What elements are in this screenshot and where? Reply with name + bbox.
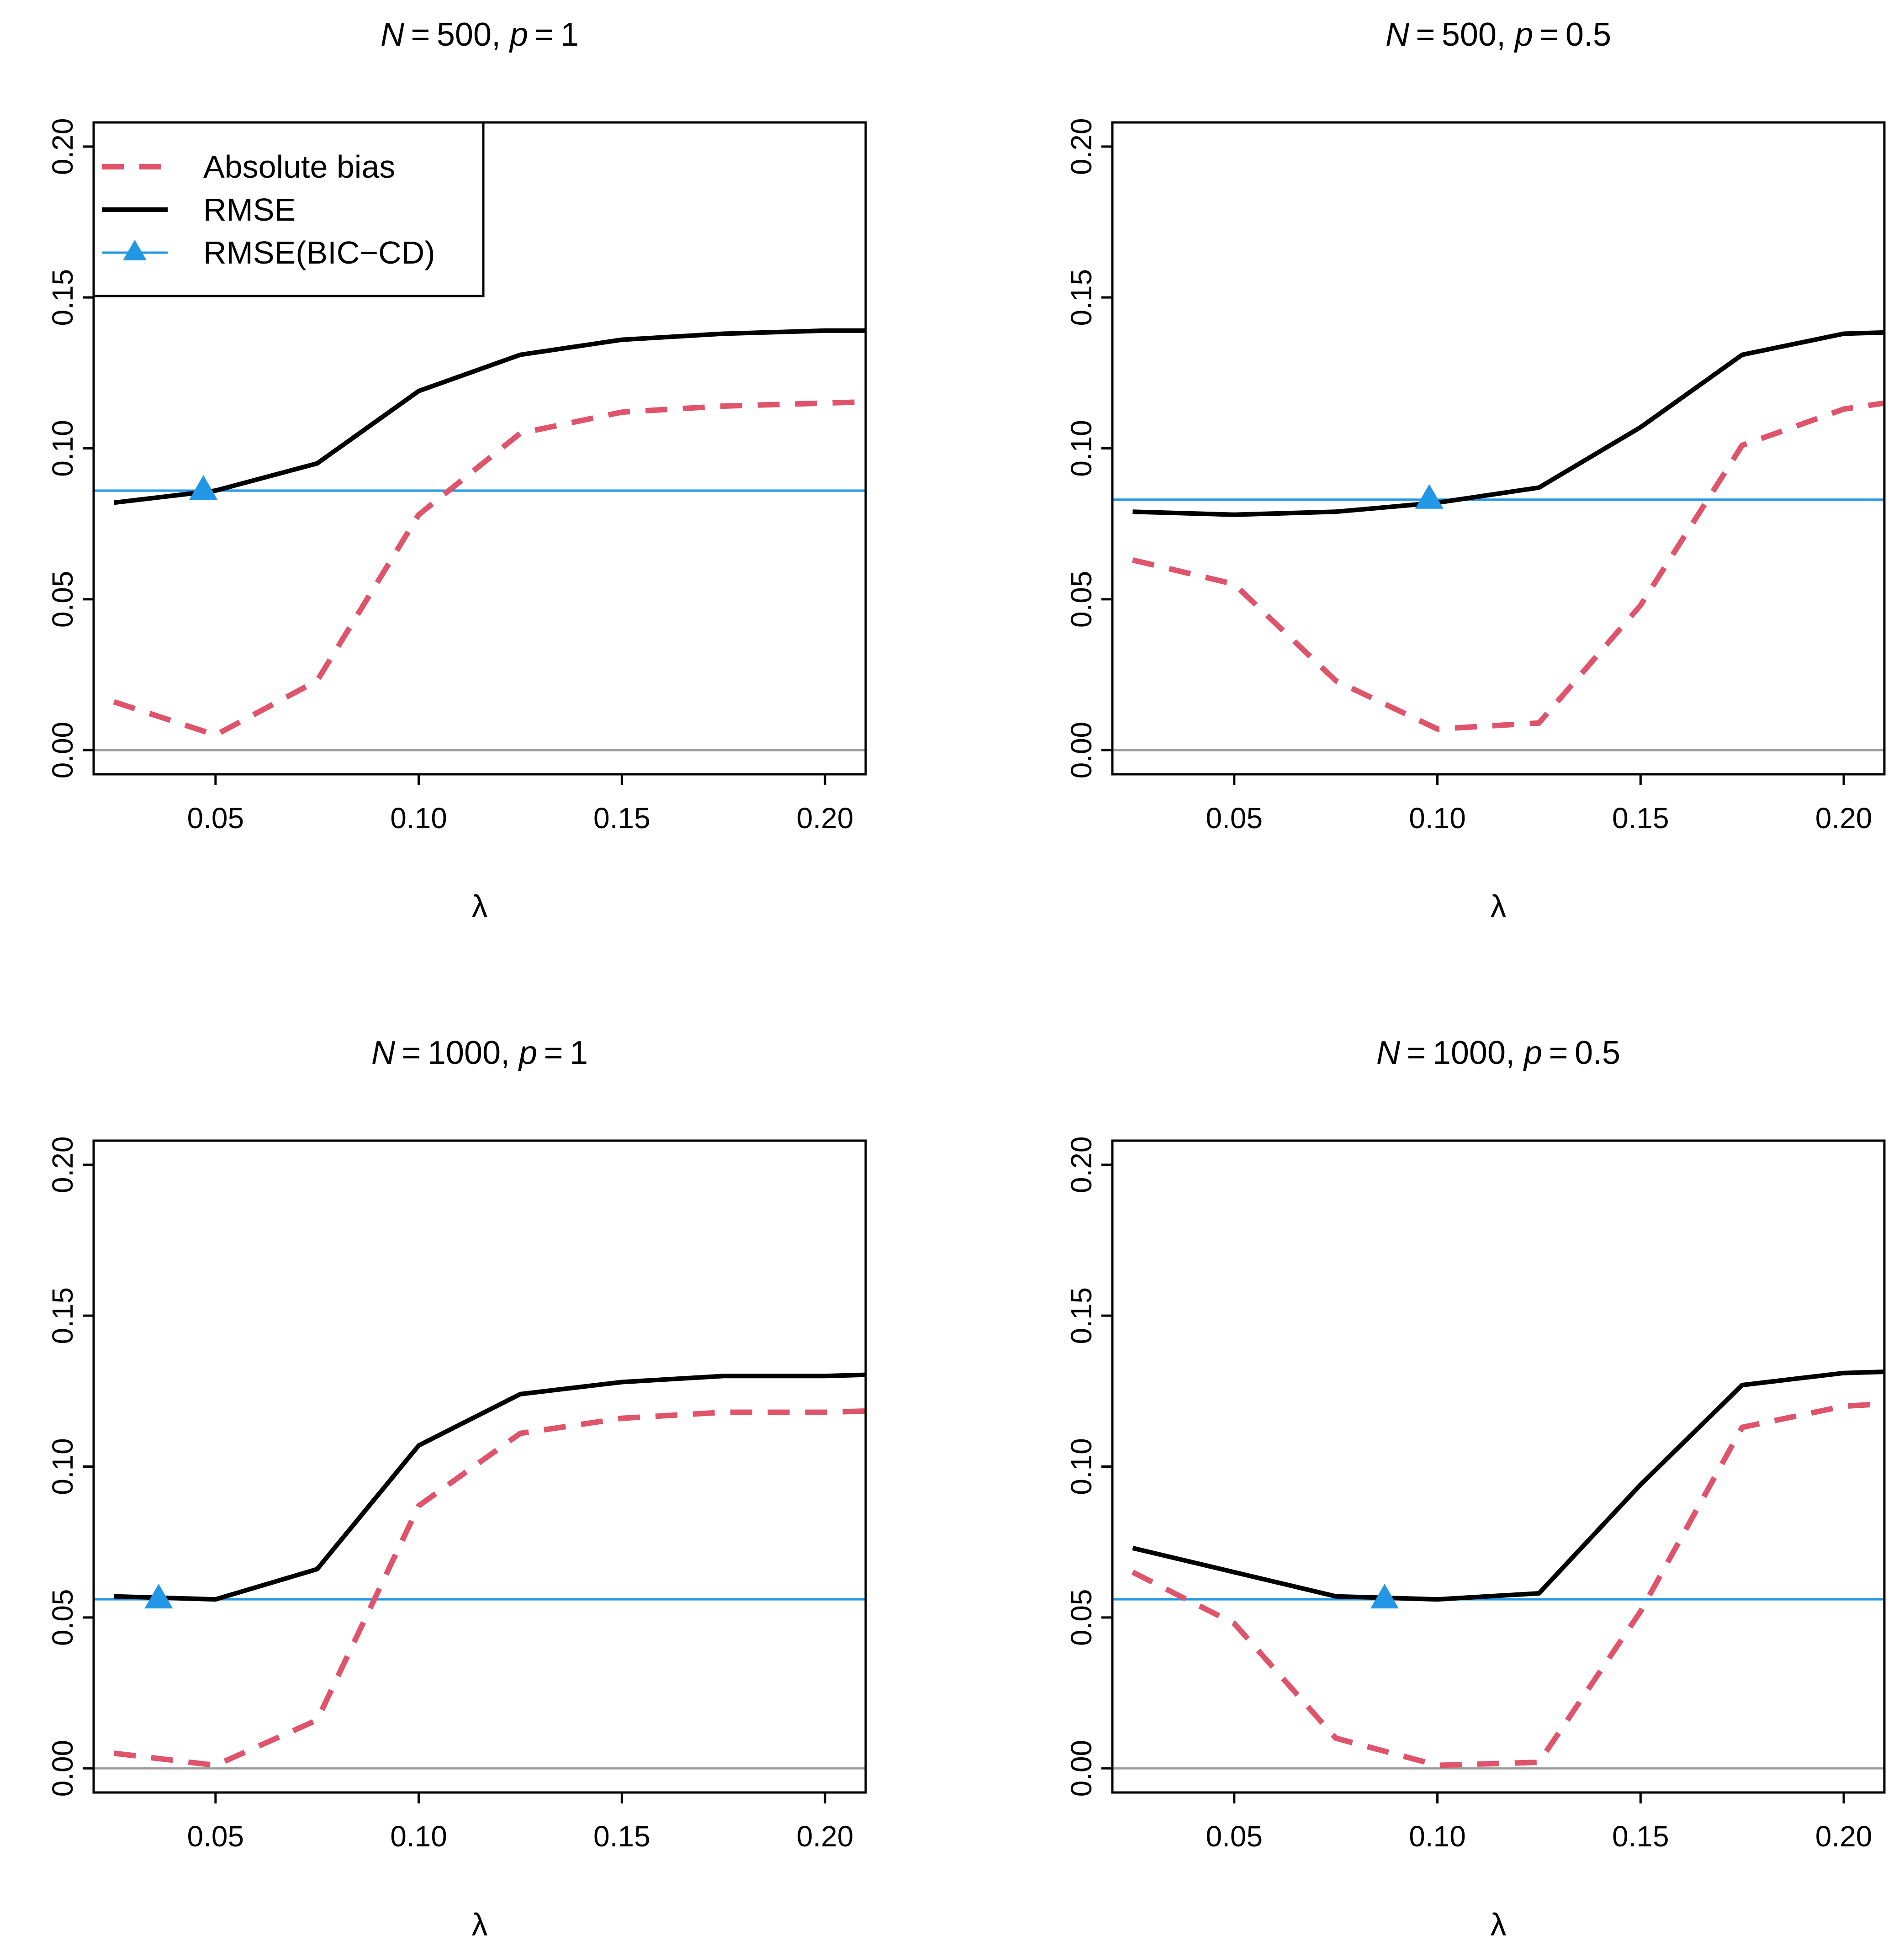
title-value-p: = 0.5 bbox=[1542, 1035, 1620, 1071]
x-tick-label: 0.05 bbox=[187, 1820, 244, 1853]
rmse-line bbox=[114, 1372, 866, 1602]
x-tick-label: 0.15 bbox=[1612, 802, 1669, 835]
y-tick-label: 0.00 bbox=[46, 722, 79, 779]
x-axis-label: λ bbox=[1491, 1907, 1507, 1942]
bic-cd-marker bbox=[189, 475, 218, 500]
x-tick-label: 0.10 bbox=[390, 802, 447, 835]
y-axis: 0.00 0.05 0.10 0.15 0.20 bbox=[46, 118, 94, 779]
legend: Absolute bias RMSE RMSE(BIC−CD) bbox=[92, 121, 485, 297]
y-tick-label: 0.20 bbox=[46, 118, 79, 175]
x-tick-label: 0.05 bbox=[1206, 1820, 1263, 1853]
panels: N = 500, p = 10.000.050.100.150.200.05 0.… bbox=[46, 16, 1886, 1942]
plot-area bbox=[1112, 330, 1884, 751]
legend-marker-bic-cd bbox=[123, 240, 147, 260]
title-value-n: = 1000, bbox=[395, 1035, 519, 1071]
x-tick-label: 0.20 bbox=[1815, 1820, 1872, 1853]
title-var-n: N bbox=[1386, 16, 1410, 53]
x-tick-label: 0.10 bbox=[1409, 1820, 1466, 1853]
y-axis: 0.00 0.05 0.10 0.15 0.20 bbox=[1065, 118, 1112, 779]
y-tick-label: 0.05 bbox=[46, 571, 79, 628]
y-tick-label: 0.05 bbox=[46, 1589, 79, 1646]
x-tick-label: 0.05 bbox=[187, 802, 244, 835]
title-var-p: p bbox=[509, 16, 528, 53]
y-axis: 0.00 0.05 0.10 0.15 0.20 bbox=[46, 1137, 94, 1797]
panel-title: N = 1000, p = 0.5 bbox=[1376, 1035, 1620, 1071]
y-tick-label: 0.20 bbox=[1065, 1137, 1098, 1194]
y-tick-label: 0.05 bbox=[1065, 1589, 1098, 1646]
x-axis-label: λ bbox=[1491, 888, 1507, 924]
y-tick-label: 0.15 bbox=[46, 269, 79, 326]
x-axis-label: λ bbox=[472, 888, 488, 924]
y-tick-label: 0.00 bbox=[1065, 722, 1098, 779]
x-tick-label: 0.10 bbox=[1409, 802, 1466, 835]
panel-1: N = 500, p = 10.000.050.100.150.200.05 0.… bbox=[46, 16, 867, 924]
y-tick-label: 0.20 bbox=[1065, 118, 1098, 175]
title-var-p: p bbox=[1523, 1035, 1542, 1071]
x-tick-label: 0.15 bbox=[1612, 1820, 1669, 1853]
absolute-bias-line bbox=[113, 1408, 866, 1768]
y-tick-label: 0.15 bbox=[1065, 269, 1098, 326]
x-tick-label: 0.15 bbox=[593, 1820, 651, 1853]
y-tick-label: 0.10 bbox=[46, 1438, 79, 1495]
y-tick-label: 0.15 bbox=[46, 1287, 79, 1344]
legend-label: RMSE bbox=[203, 192, 296, 227]
title-var-p: p bbox=[518, 1035, 537, 1071]
bic-cd-marker bbox=[1415, 484, 1444, 509]
y-axis: 0.00 0.05 0.10 0.15 0.20 bbox=[1065, 1137, 1112, 1797]
rmse-line bbox=[113, 328, 866, 505]
rmse-line bbox=[1132, 330, 1884, 517]
title-value-n: = 500, bbox=[404, 16, 510, 53]
rmse-line bbox=[1132, 1369, 1884, 1602]
title-var-n: N bbox=[1376, 1035, 1401, 1071]
panel-title: N = 1000, p = 1 bbox=[371, 1035, 588, 1071]
y-tick-label: 0.00 bbox=[46, 1740, 79, 1797]
x-axis-label: λ bbox=[472, 1907, 488, 1942]
x-axis: 0.05 0.10 0.15 0.20 bbox=[1206, 1792, 1872, 1853]
y-tick-label: 0.15 bbox=[1065, 1287, 1098, 1344]
y-tick-label: 0.05 bbox=[1065, 571, 1098, 628]
title-value-n: = 1000, bbox=[1400, 1035, 1524, 1071]
panel-4: N = 1000, p = 0.50.000.050.100.150.200.0… bbox=[1065, 1035, 1886, 1942]
x-axis: 0.05 0.10 0.15 0.20 bbox=[1206, 774, 1872, 835]
title-value-p: = 1 bbox=[528, 16, 579, 53]
x-tick-label: 0.20 bbox=[1815, 802, 1872, 835]
title-value-p: = 0.5 bbox=[1533, 16, 1611, 53]
y-tick-label: 0.10 bbox=[1065, 420, 1098, 477]
x-axis: 0.05 0.10 0.15 0.20 bbox=[187, 774, 854, 835]
bic-cd-marker bbox=[144, 1584, 173, 1609]
y-tick-label: 0.10 bbox=[1065, 1438, 1098, 1495]
legend-label: Absolute bias bbox=[203, 149, 395, 185]
panel-title: N = 500, p = 1 bbox=[381, 16, 579, 53]
panel-title: N = 500, p = 0.5 bbox=[1386, 16, 1611, 53]
y-tick-label: 0.20 bbox=[46, 1137, 79, 1194]
panel-3: N = 1000, p = 10.000.050.100.150.200.05 0… bbox=[46, 1035, 867, 1942]
x-tick-label: 0.20 bbox=[797, 1820, 854, 1853]
bic-cd-marker bbox=[1370, 1584, 1399, 1609]
title-value-p: = 1 bbox=[537, 1035, 588, 1071]
y-tick-label: 0.00 bbox=[1065, 1740, 1098, 1797]
plot-area bbox=[1112, 1369, 1884, 1770]
legend-label: RMSE(BIC−CD) bbox=[203, 235, 435, 270]
x-tick-label: 0.20 bbox=[797, 802, 854, 835]
absolute-bias-line bbox=[1131, 1401, 1884, 1768]
y-tick-label: 0.10 bbox=[46, 420, 79, 477]
plot-area bbox=[94, 1372, 866, 1770]
plot-area bbox=[94, 328, 866, 751]
panel-2: N = 500, p = 0.50.000.050.100.150.200.05… bbox=[1065, 16, 1886, 924]
title-var-n: N bbox=[371, 1035, 396, 1071]
x-tick-label: 0.15 bbox=[593, 802, 651, 835]
title-var-n: N bbox=[381, 16, 405, 53]
title-value-n: = 500, bbox=[1409, 16, 1515, 53]
x-tick-label: 0.10 bbox=[390, 1820, 447, 1853]
title-var-p: p bbox=[1514, 16, 1533, 53]
absolute-bias-line bbox=[1132, 400, 1884, 732]
x-axis: 0.05 0.10 0.15 0.20 bbox=[187, 1792, 854, 1853]
x-tick-label: 0.05 bbox=[1206, 802, 1263, 835]
